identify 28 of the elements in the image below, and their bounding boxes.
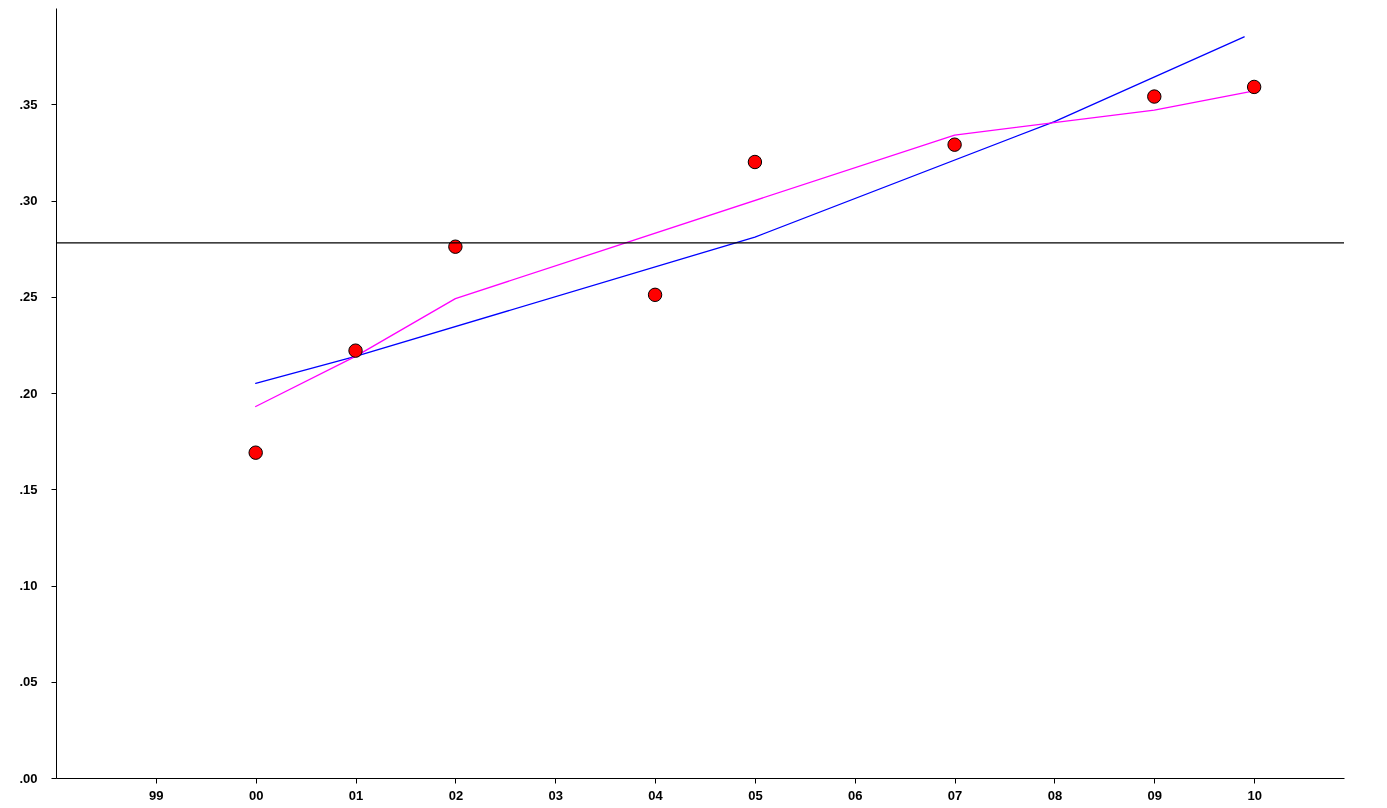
x-tick-label: 06 (848, 787, 863, 803)
point (348, 343, 363, 358)
x-tick-label: 07 (947, 787, 963, 803)
x-tick-label: 01 (348, 787, 364, 803)
point (947, 137, 962, 152)
y-tick-label: .20 (19, 385, 38, 401)
x-tick-label: 09 (1147, 787, 1163, 803)
y-tick-label: .25 (19, 289, 38, 305)
x-tick-label: 05 (748, 787, 763, 803)
point (1147, 89, 1162, 104)
y-tick-label: .05 (19, 674, 38, 690)
y-tick-label: .10 (19, 578, 38, 593)
y-tick-label: .15 (19, 481, 38, 497)
x-tick-label: 03 (548, 787, 563, 803)
x-tick-label: 02 (448, 787, 464, 803)
x-tick-label: 08 (1047, 787, 1063, 803)
y-tick-label: .35 (19, 96, 38, 112)
x-tick-label: 04 (648, 787, 664, 803)
x-tick-label: 99 (149, 787, 164, 803)
point (248, 445, 263, 460)
x-tick-label: 10 (1247, 787, 1262, 803)
x-tick-label: 00 (248, 787, 264, 803)
y-tick-label: .00 (19, 770, 38, 786)
line-series (255, 36, 1245, 385)
point (647, 287, 663, 303)
point (747, 154, 763, 170)
y-tick-label: .30 (19, 193, 38, 208)
point (1246, 79, 1262, 95)
